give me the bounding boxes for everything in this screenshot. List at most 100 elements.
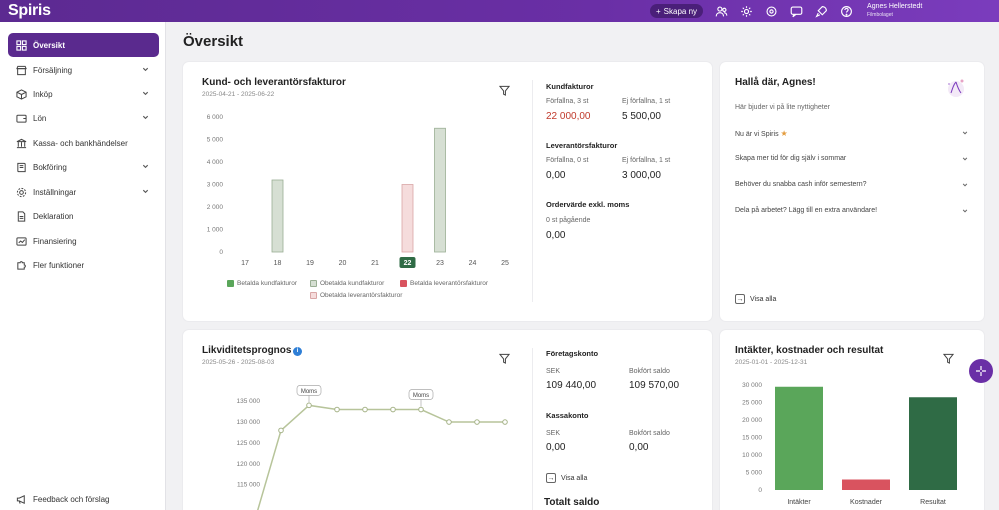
forecast-point: [446, 419, 452, 425]
kassa-sek-value[interactable]: 0,00: [546, 442, 566, 453]
people-icon[interactable]: [714, 4, 728, 18]
wallet-icon: [16, 113, 27, 124]
welcome-item[interactable]: Nu är vi Spiris ★: [735, 129, 968, 138]
user-company: Filmbolaget: [867, 12, 893, 18]
top-bar: Spiris + Skapa ny Agnes Hellerstedt Film…: [0, 0, 999, 22]
y-tick-label: 115 000: [237, 482, 260, 489]
sidebar-item-kassa[interactable]: Kassa- och bankhändelser: [8, 131, 159, 155]
welcome-show-all-link[interactable]: → Visa alla: [735, 294, 776, 304]
x-tick-label: Intäkter: [787, 499, 811, 506]
welcome-item[interactable]: Behöver du snabba cash inför semestern?: [735, 181, 968, 188]
forecast-point: [306, 402, 312, 409]
sidebar-item-label: Översikt: [33, 40, 66, 50]
legend-label: Betalda leverantörsfakturor: [410, 280, 489, 287]
x-tick-label: 25: [501, 260, 509, 267]
sidebar-item-installningar[interactable]: Inställningar: [8, 180, 159, 204]
puzzle-icon: [16, 260, 27, 271]
y-tick-label: 10 000: [742, 452, 762, 459]
result-date-range: 2025-01-01 - 2025-12-31: [735, 359, 808, 366]
x-tick-label: 20: [339, 260, 347, 267]
kassa-sek-label: SEK: [546, 430, 561, 437]
y-tick-label: 4 000: [207, 159, 224, 166]
liquidity-show-all-link[interactable]: → Visa alla: [546, 473, 587, 483]
sidebar-item-label: Deklaration: [33, 211, 74, 221]
store-icon: [16, 65, 27, 76]
chevron-down-icon: [962, 209, 968, 213]
total-heading: Totalt saldo: [544, 497, 600, 508]
forecast-line: [256, 404, 505, 510]
rocket-icon[interactable]: [814, 4, 828, 18]
sidebar-item-fler-funktioner[interactable]: Fler funktioner: [8, 253, 159, 277]
kund-notdue-value[interactable]: 5 500,00: [622, 111, 661, 122]
annotation-label: Moms: [413, 393, 429, 399]
sidebar-item-label: Kassa- och bankhändelser: [33, 138, 128, 148]
bar-obetalda-leverantörsfakturor: [401, 184, 414, 253]
chevron-down-icon: [142, 115, 149, 120]
settings-icon[interactable]: [764, 4, 778, 18]
sidebar-item-label: Lön: [33, 113, 47, 123]
x-tick-label: 17: [241, 260, 249, 267]
kund-overdue-value[interactable]: 22 000,00: [546, 111, 591, 122]
sidebar-item-oversikt[interactable]: Översikt: [8, 33, 159, 57]
lev-notdue-value[interactable]: 3 000,00: [622, 170, 661, 181]
kassa-saldo-label: Bokfört saldo: [629, 430, 670, 437]
filter-icon[interactable]: [498, 83, 511, 96]
sidebar-item-lon[interactable]: Lön: [8, 106, 159, 130]
filter-icon[interactable]: [498, 351, 511, 364]
sidebar-item-bokforing[interactable]: Bokföring: [8, 155, 159, 179]
user-menu[interactable]: Agnes Hellerstedt Filmbolaget: [867, 3, 922, 19]
sidebar-item-deklaration[interactable]: Deklaration: [8, 204, 159, 228]
x-tick-label: Kostnader: [850, 499, 883, 506]
foretag-sek-value[interactable]: 109 440,00: [546, 380, 597, 391]
y-tick-label: 30 000: [742, 382, 762, 389]
welcome-item-label: Skapa mer tid för dig själv i sommar: [735, 155, 847, 162]
welcome-card: Hallå där, Agnes! Här bjuder vi på lite …: [720, 62, 984, 321]
bar-intäkter: [775, 386, 823, 490]
divider: [532, 348, 533, 510]
info-icon[interactable]: i: [293, 347, 302, 356]
result-title: Intäkter, kostnader och resultat: [735, 345, 884, 356]
legend-unpaid-customer: Obetalda kundfakturor: [310, 280, 384, 287]
welcome-item[interactable]: Skapa mer tid för dig själv i sommar: [735, 155, 968, 162]
result-card: Intäkter, kostnader och resultat 2025-01…: [720, 330, 984, 510]
sidebar-item-label: Bokföring: [33, 162, 67, 172]
liquidity-date-range: 2025-05-26 - 2025-08-03: [202, 359, 275, 366]
bank-icon: [16, 138, 27, 149]
bar-resultat: [909, 397, 957, 490]
legend-paid-supplier: Betalda leverantörsfakturor: [400, 280, 488, 287]
assistant-sparkle-button[interactable]: [969, 359, 993, 383]
chevron-down-icon: [962, 183, 968, 187]
sidebar-item-label: Försäljning: [33, 65, 73, 75]
chevron-down-icon: [142, 91, 149, 96]
welcome-item-label: Dela på arbetet? Lägg till en extra anvä…: [735, 207, 878, 214]
y-tick-label: 135 000: [237, 398, 261, 405]
foretag-saldo-label: Bokfört saldo: [629, 368, 670, 375]
order-value[interactable]: 0,00: [546, 230, 566, 241]
chat-icon[interactable]: [789, 4, 803, 18]
gear-icon: [16, 187, 27, 198]
sidebar-item-forsaljning[interactable]: Försäljning: [8, 58, 159, 82]
create-new-button[interactable]: + Skapa ny: [650, 4, 704, 18]
y-tick-label: 25 000: [742, 400, 762, 407]
kassa-saldo-value[interactable]: 0,00: [629, 442, 649, 453]
sidebar-item-feedback[interactable]: Feedback och förslag: [8, 487, 159, 510]
lev-overdue-value[interactable]: 0,00: [546, 170, 566, 181]
filter-icon[interactable]: [942, 351, 955, 364]
help-icon[interactable]: [839, 4, 853, 18]
welcome-item[interactable]: Dela på arbetet? Lägg till en extra anvä…: [735, 207, 968, 214]
y-tick-label: 5 000: [207, 137, 224, 144]
x-tick-label: 24: [469, 260, 477, 267]
bar-obetalda-kundfakturor: [434, 127, 446, 253]
document-icon: [16, 210, 27, 222]
arrow-right-icon: →: [735, 294, 745, 304]
show-all-label: Visa alla: [561, 474, 588, 482]
kassa-heading: Kassakonto: [546, 411, 589, 420]
y-tick-label: 20 000: [742, 417, 762, 424]
sidebar-item-finansiering[interactable]: Finansiering: [8, 229, 159, 253]
gear-icon[interactable]: [739, 4, 753, 18]
foretag-saldo-value[interactable]: 109 570,00: [629, 380, 680, 391]
legend-swatch: [310, 292, 317, 299]
foretag-heading: Företagskonto: [546, 349, 599, 358]
sidebar-item-inkop[interactable]: Inköp: [8, 82, 159, 106]
app-logo[interactable]: Spiris: [8, 2, 51, 19]
